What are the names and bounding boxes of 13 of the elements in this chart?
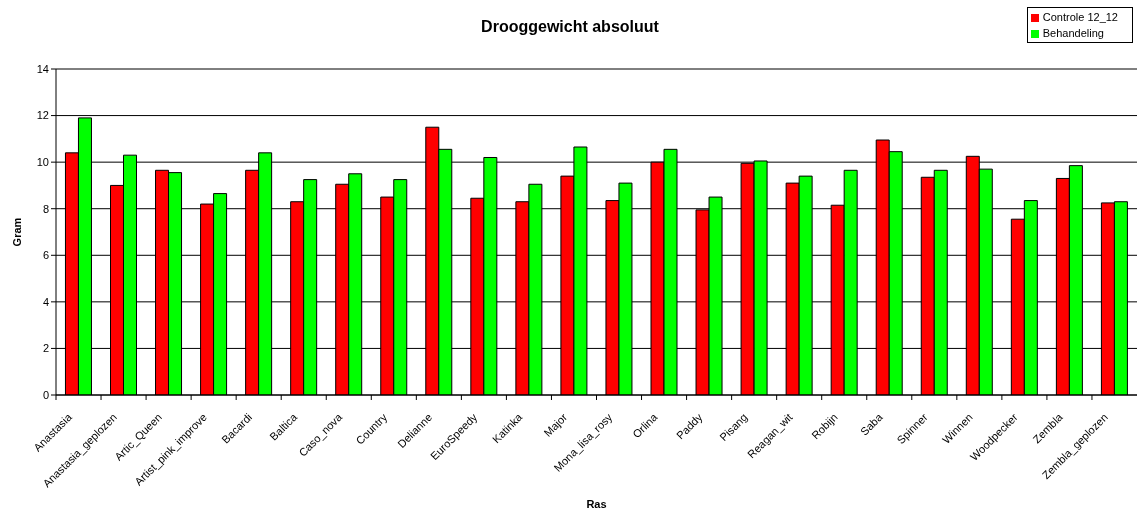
chart-title: Drooggewicht absoluut bbox=[481, 18, 659, 35]
legend-label: Behandeling bbox=[1042, 27, 1104, 39]
y-tick-label: 6 bbox=[42, 249, 49, 262]
y-tick-label: 4 bbox=[42, 295, 49, 308]
legend-label: Controle 12_12 bbox=[1042, 11, 1118, 23]
y-tick-label: 12 bbox=[36, 109, 49, 122]
y-tick-label: 2 bbox=[42, 342, 49, 355]
x-axis-title: Ras bbox=[586, 498, 607, 510]
y-tick-label: 0 bbox=[42, 388, 49, 401]
y-axis-title: Gram bbox=[11, 217, 23, 247]
y-tick-label: 10 bbox=[36, 156, 49, 169]
y-tick-label: 14 bbox=[36, 62, 49, 75]
y-tick-label: 8 bbox=[42, 202, 49, 215]
